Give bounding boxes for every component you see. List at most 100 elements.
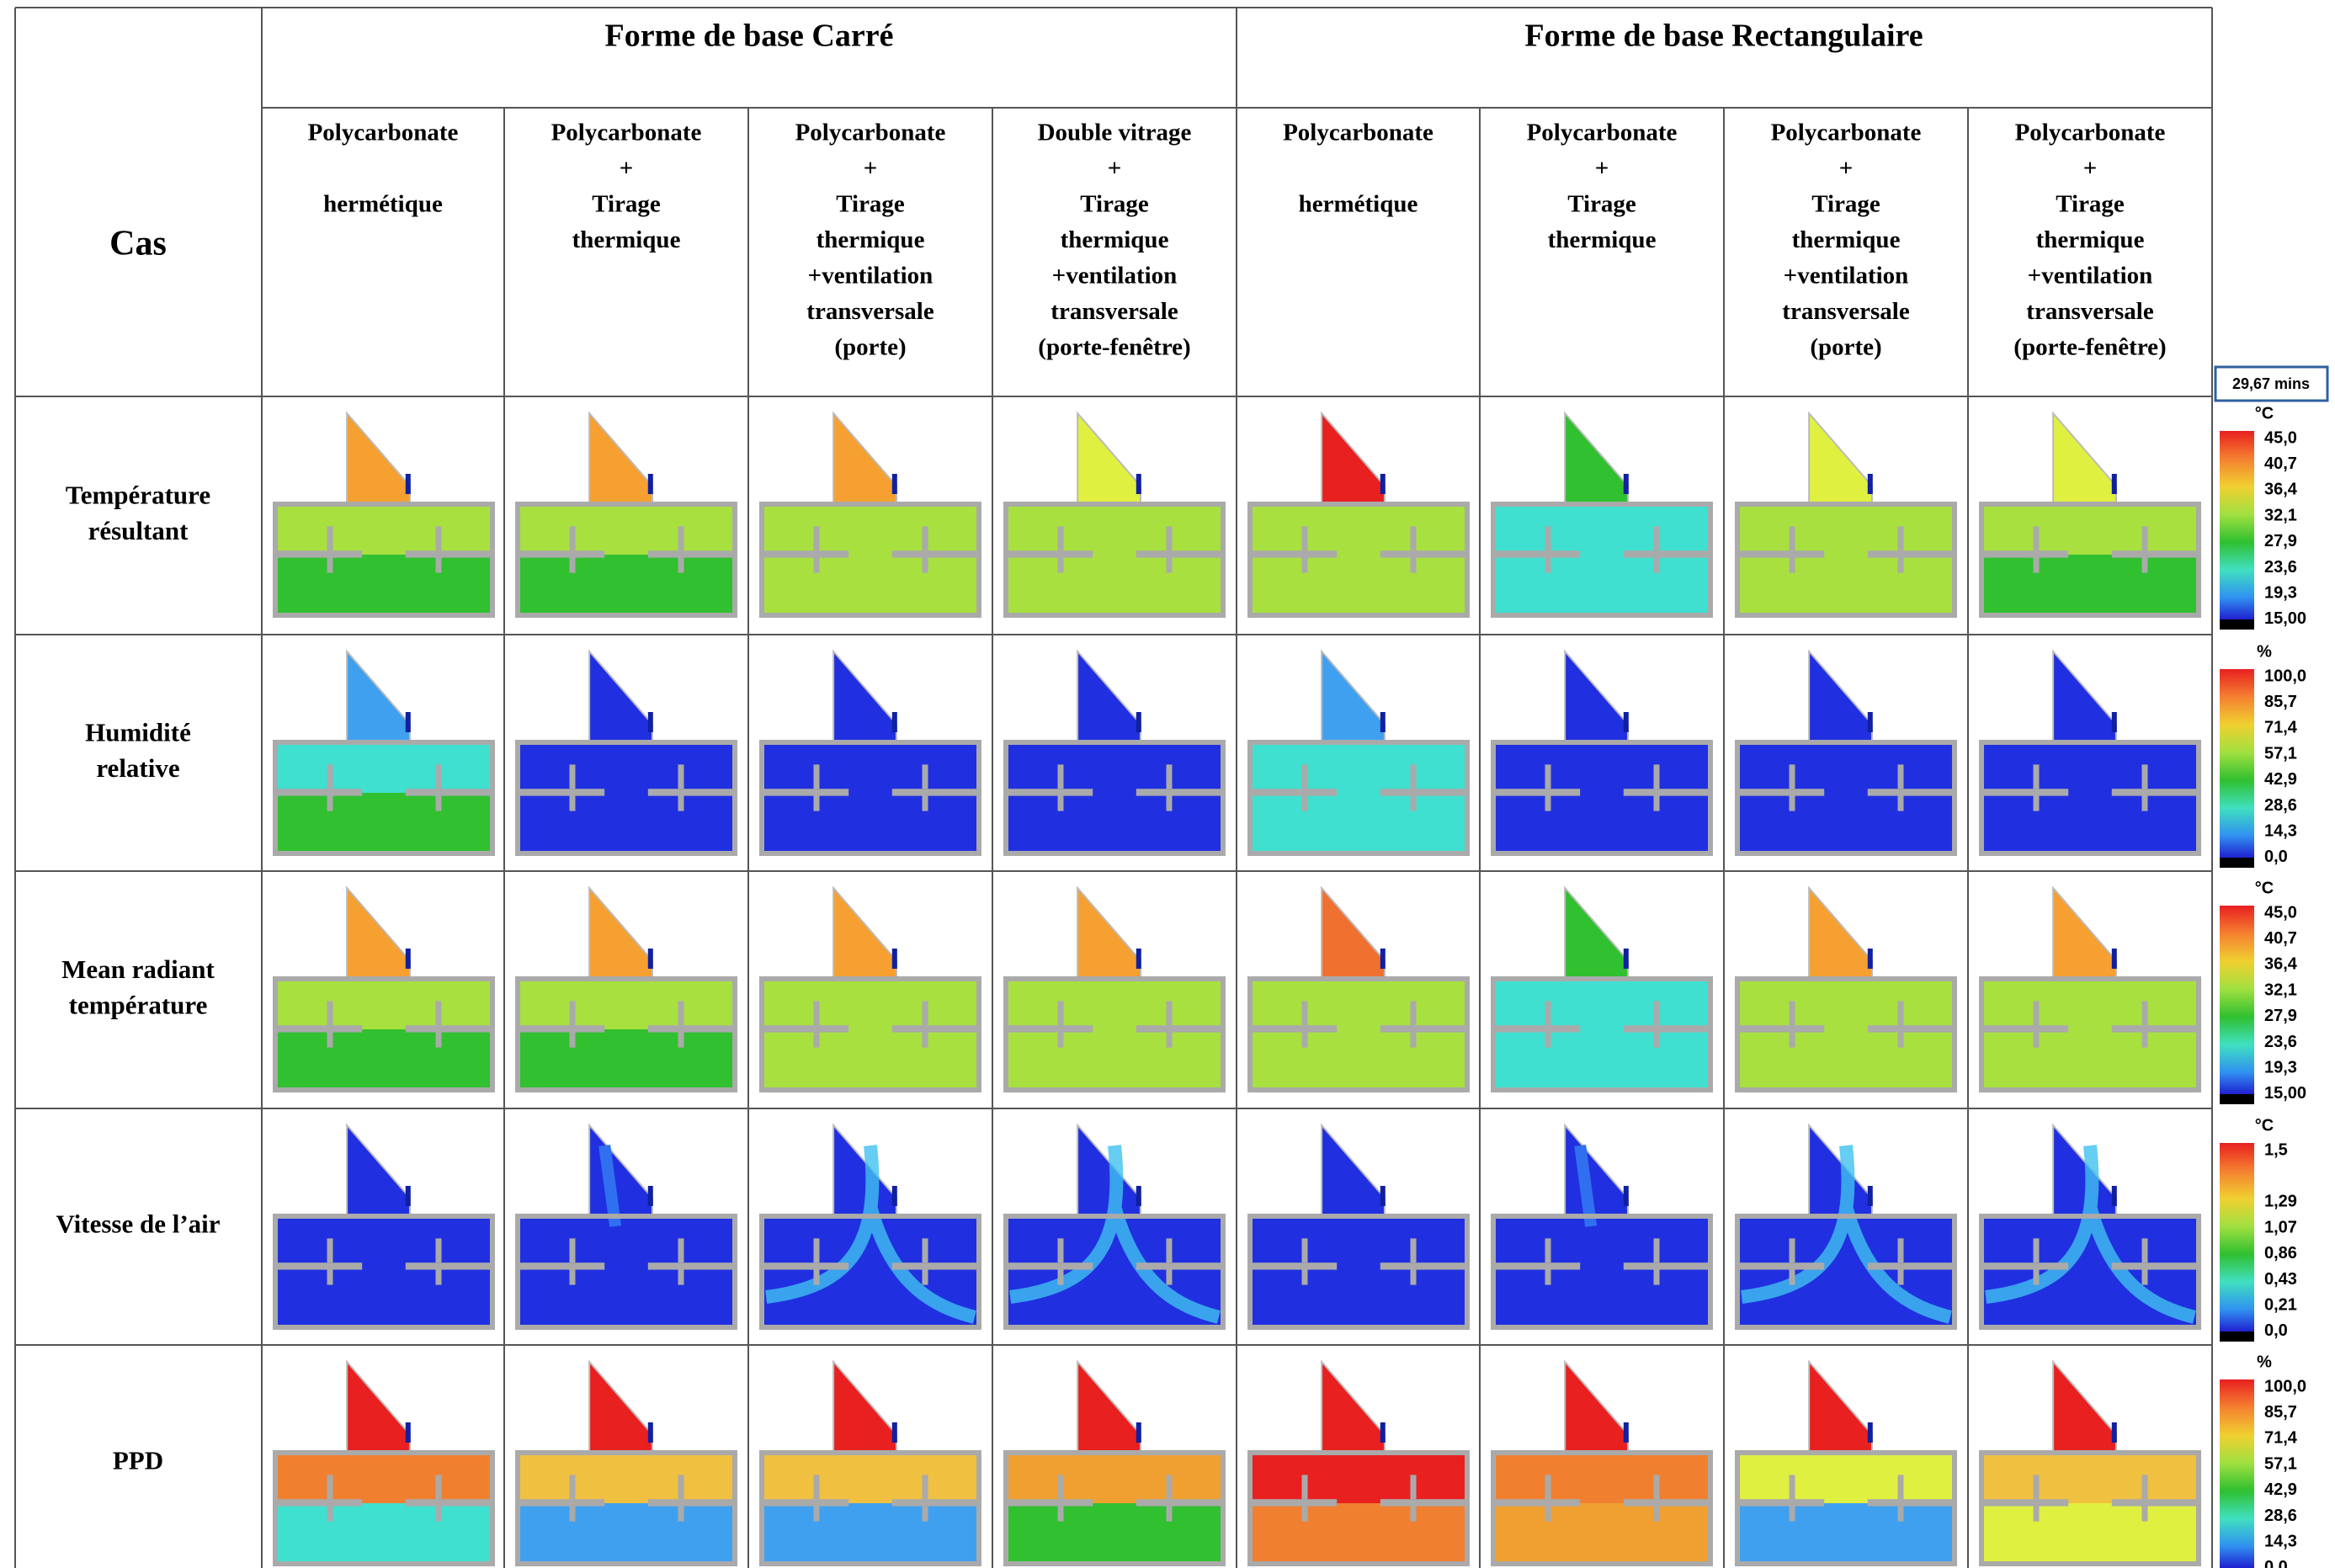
room-top: [1981, 979, 2199, 1029]
tower: [346, 411, 411, 508]
wall: [1166, 1268, 1173, 1285]
wall: [1006, 1025, 1093, 1033]
room-outline: [273, 502, 495, 618]
wall: [1057, 1475, 1064, 1500]
column-header: Tirage: [1567, 191, 1636, 218]
tower: [346, 1359, 411, 1456]
column-header: (porte-fenêtre): [1038, 334, 1190, 361]
room-outline: [1491, 1214, 1713, 1330]
room-bottom: [1006, 1029, 1223, 1090]
wall: [922, 1505, 928, 1522]
column-header: hermétique: [323, 191, 443, 218]
legend-tick: 85,7: [2264, 693, 2297, 711]
colorbar: [2220, 669, 2254, 868]
wall: [891, 1025, 979, 1033]
room-top: [1493, 504, 1710, 555]
wall: [327, 1238, 333, 1263]
room-top: [275, 1216, 492, 1267]
wall: [1897, 556, 1904, 573]
wall: [1380, 550, 1467, 558]
room-top: [1981, 742, 2199, 793]
wall: [1301, 526, 1308, 551]
wall: [1301, 1001, 1308, 1026]
legend-tick: 1,07: [2264, 1218, 2297, 1236]
room-outline: [1003, 1450, 1226, 1566]
tower: [588, 649, 653, 746]
room-bottom: [1250, 1267, 1467, 1327]
window: [1867, 1186, 1873, 1206]
wall: [1545, 556, 1551, 573]
wall: [2141, 1268, 2148, 1285]
wall: [518, 1499, 605, 1507]
legend-tick: 36,4: [2264, 481, 2298, 499]
wall: [2033, 526, 2040, 551]
tower: [346, 885, 411, 982]
tower: [1564, 411, 1629, 508]
tower: [832, 649, 897, 746]
tower: [346, 649, 411, 746]
wall: [435, 1001, 442, 1026]
wall: [1737, 550, 1825, 558]
window: [2111, 949, 2117, 969]
tower: [1321, 1359, 1386, 1456]
simulation-image: [515, 1359, 737, 1566]
wall: [1166, 1001, 1173, 1026]
tower: [1808, 885, 1873, 982]
wall: [1653, 764, 1660, 789]
window: [891, 1186, 897, 1206]
room-bottom: [1250, 1029, 1467, 1090]
wall: [1545, 526, 1551, 551]
simulation-image: [759, 411, 981, 618]
wall: [647, 1025, 735, 1033]
column-header: Double vitrage: [1038, 120, 1192, 146]
wall: [678, 795, 684, 811]
window: [1623, 1422, 1629, 1443]
wall: [1897, 1238, 1904, 1263]
tower: [588, 411, 653, 508]
wall: [1867, 1499, 1955, 1507]
wall: [1653, 1268, 1660, 1285]
wall: [1789, 1001, 1795, 1026]
wall: [1136, 789, 1223, 796]
wall: [405, 550, 492, 558]
column-header: Tirage: [592, 191, 661, 218]
room-outline: [1003, 976, 1226, 1092]
room-top: [518, 742, 735, 793]
wall: [518, 1262, 605, 1270]
airflow: [1574, 1145, 1598, 1227]
tower: [588, 885, 653, 982]
airflow: [598, 1145, 622, 1227]
simulation-image: [1247, 1123, 1470, 1330]
wall: [647, 1262, 735, 1270]
wall: [813, 556, 820, 573]
room-outline: [273, 740, 495, 856]
room-top: [1493, 1216, 1710, 1267]
legend-tick: 14,3: [2264, 1532, 2297, 1550]
wall: [518, 1025, 605, 1033]
column-header: Tirage: [1811, 191, 1880, 218]
wall: [1623, 1499, 1710, 1507]
room-bottom: [1250, 555, 1467, 615]
wall: [327, 1475, 333, 1500]
legend-tick: 19,3: [2264, 583, 2297, 602]
window: [405, 712, 411, 732]
room-top: [275, 742, 492, 793]
room-top: [1006, 504, 1223, 555]
simulation-image: [1979, 885, 2201, 1092]
room-bottom: [275, 1029, 492, 1090]
column-header: transversale: [1050, 298, 1178, 325]
tower: [1077, 1359, 1141, 1456]
simulation-image: [1491, 1359, 1713, 1566]
column-header: transversale: [2026, 298, 2154, 325]
tower: [832, 411, 897, 508]
legend-tick: 14,3: [2264, 821, 2297, 840]
column-header: +ventilation: [808, 263, 933, 290]
wall: [1867, 1262, 1955, 1270]
wall: [922, 764, 928, 789]
wall: [922, 1475, 928, 1500]
wall: [1301, 1505, 1308, 1522]
legend-tick: 57,1: [2264, 1454, 2297, 1473]
column-header: thermique: [816, 226, 925, 253]
wall: [1493, 550, 1581, 558]
wall: [1250, 789, 1338, 796]
